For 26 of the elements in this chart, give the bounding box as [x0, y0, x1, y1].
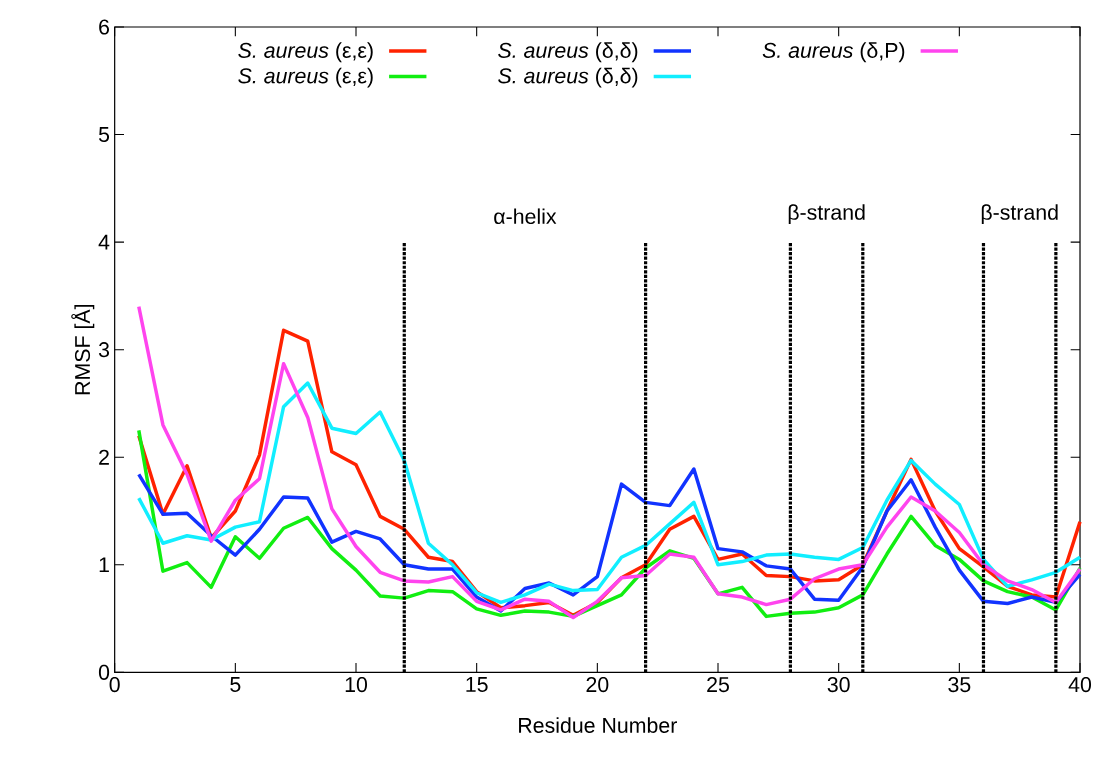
x-tick-label: 5 — [230, 677, 241, 692]
x-tick-label: 40 — [1068, 677, 1092, 693]
y-tick-label: 1 — [99, 557, 109, 573]
legend-label: S. aureus (δ,δ) — [498, 67, 638, 88]
y-tick-label: 2 — [99, 449, 109, 465]
annotation: β-strand — [981, 204, 1058, 225]
legend-label: S. aureus (ε,ε) — [238, 67, 373, 88]
x-tick-label: 20 — [586, 677, 609, 693]
x-tick-label: 25 — [707, 677, 729, 693]
x-tick-label: 0 — [109, 677, 120, 693]
legend-label: S. aureus (ε,ε) — [238, 42, 373, 63]
annotation: α-helix — [494, 208, 557, 225]
y-tick-label: 5 — [98, 127, 110, 142]
legend-label: S. aureus (δ,δ) — [498, 42, 638, 63]
annotation: β-strand — [788, 204, 865, 225]
x-tick-label: 30 — [827, 677, 850, 693]
y-axis-title: RMSF [Å] — [71, 304, 95, 395]
x-tick-label: 15 — [466, 677, 488, 692]
y-tick-label: 6 — [99, 19, 110, 35]
y-tick-label: 0 — [98, 664, 110, 680]
x-tick-label: 10 — [345, 677, 368, 693]
y-tick-label: 4 — [98, 234, 110, 250]
y-tick-label: 3 — [98, 342, 110, 358]
x-axis-title: Residue Number — [519, 717, 677, 733]
legend-label: S. aureus (δ,P) — [762, 42, 905, 63]
x-tick-label: 35 — [948, 677, 971, 693]
